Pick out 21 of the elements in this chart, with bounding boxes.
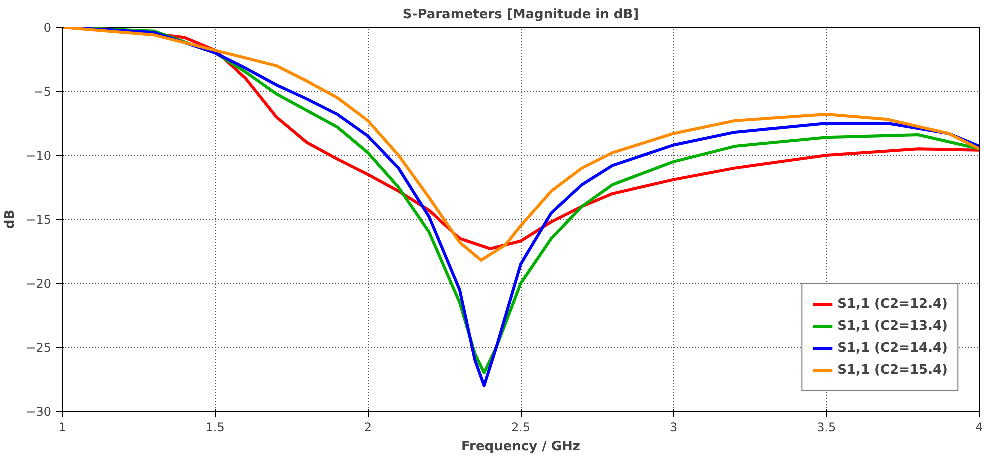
x-tick-label: 3 [670, 420, 678, 434]
y-tick-label: −30 [26, 405, 52, 419]
legend-label: S1,1 (C2=14.4) [838, 340, 948, 356]
x-tick-label: 2.5 [511, 420, 531, 434]
y-axis-title: dB [3, 210, 18, 230]
y-tick-label: −25 [26, 341, 52, 355]
y-tick-label: −10 [26, 149, 52, 163]
legend-label: S1,1 (C2=15.4) [838, 362, 948, 378]
legend-label: S1,1 (C2=12.4) [838, 296, 948, 312]
x-tick-label: 2 [364, 420, 372, 434]
y-tick-label: −15 [26, 213, 52, 227]
chart-title: S-Parameters [Magnitude in dB] [402, 8, 640, 22]
y-tick-label: −20 [26, 277, 52, 291]
x-axis-title: Frequency / GHz [461, 440, 581, 454]
x-tick-label: 1 [58, 420, 66, 434]
x-tick-label: 4 [976, 420, 984, 434]
x-tick-label: 1.5 [206, 420, 225, 434]
legend-label: S1,1 (C2=13.4) [838, 318, 948, 334]
y-tick-label: 0 [44, 21, 52, 35]
y-tick-label: −5 [34, 85, 52, 99]
x-tick-label: 3.5 [817, 420, 836, 434]
